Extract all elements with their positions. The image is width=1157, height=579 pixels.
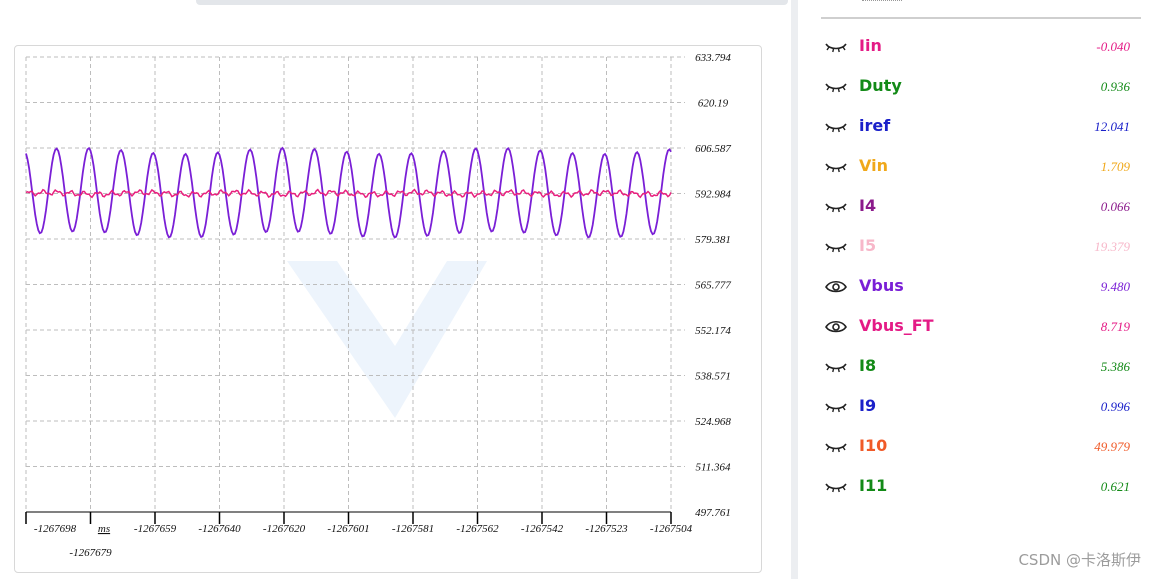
x-tick-label: -1267523 <box>585 523 628 535</box>
eye-closed-icon[interactable] <box>824 38 848 54</box>
legend-item-iref[interactable]: iref 12.041 <box>820 112 1142 142</box>
legend-item-value: 0.621 <box>1100 479 1130 494</box>
eye-open-icon[interactable] <box>824 318 848 334</box>
legend-item-label: Vbus <box>859 276 904 295</box>
legend-item-label: Vin <box>859 156 888 175</box>
legend-item-value: 0.996 <box>1100 399 1130 414</box>
eye-closed-icon[interactable] <box>824 438 848 454</box>
legend-item-label: iref <box>859 116 891 135</box>
eye-closed-icon[interactable] <box>824 158 848 174</box>
legend-item-iin[interactable]: Iin -0.040 <box>820 32 1142 62</box>
x-tick-label: -1267659 <box>134 523 177 535</box>
legend-item-i5[interactable]: I5 19.379 <box>820 232 1142 262</box>
y-tick-label: 497.761 <box>695 507 731 519</box>
legend-item-value: -0.040 <box>1096 39 1130 54</box>
background-logo-mark <box>287 261 487 418</box>
y-tick-label: 552.174 <box>695 325 731 337</box>
eye-closed-icon[interactable] <box>824 198 848 214</box>
legend-item-i10[interactable]: I10 49.979 <box>820 432 1142 462</box>
x-axis-unit-label: ms <box>98 523 110 535</box>
legend-header-fragment <box>862 0 902 1</box>
top-scroll-bar[interactable] <box>196 0 788 5</box>
y-tick-label: 579.381 <box>695 234 731 246</box>
series-line-vbus_ft <box>25 188 672 199</box>
series-line-vbus <box>25 146 672 239</box>
legend-item-label: I10 <box>859 436 888 455</box>
x-tick-label: -1267504 <box>650 523 693 535</box>
legend-item-i11[interactable]: I11 0.621 <box>820 472 1142 502</box>
legend-item-i8[interactable]: I8 5.386 <box>820 352 1142 382</box>
legend-item-value: 49.979 <box>1094 439 1130 454</box>
legend-item-value: 1.709 <box>1100 159 1130 174</box>
panel-divider[interactable] <box>791 0 798 579</box>
legend-panel: Iin -0.040 Duty 0.936 iref 12.041 Vin 1.709 I4 0.… <box>820 0 1142 579</box>
x-tick-label: -1267640 <box>198 523 241 535</box>
x-tick-label: -1267698 <box>34 523 77 535</box>
legend-item-i4[interactable]: I4 0.066 <box>820 192 1142 222</box>
eye-closed-icon[interactable] <box>824 118 848 134</box>
legend-item-label: Vbus_FT <box>859 316 934 335</box>
y-tick-label: 538.571 <box>695 371 731 383</box>
chart-panel: 633.794 620.19 606.587 592.984 579.381 565.77… <box>14 45 762 573</box>
eye-closed-icon[interactable] <box>824 398 848 414</box>
eye-open-icon[interactable] <box>824 278 848 294</box>
x-tick-label: -1267601 <box>327 523 369 535</box>
y-tick-label: 511.364 <box>696 462 731 474</box>
legend-item-label: I8 <box>859 356 877 375</box>
eye-closed-icon[interactable] <box>824 358 848 374</box>
eye-closed-icon[interactable] <box>824 238 848 254</box>
y-tick-label: 565.777 <box>695 280 731 292</box>
legend-item-value: 0.936 <box>1100 79 1130 94</box>
y-tick-label: 620.19 <box>698 98 729 110</box>
legend-item-value: 8.719 <box>1100 319 1130 334</box>
legend-item-duty[interactable]: Duty 0.936 <box>820 72 1142 102</box>
x-tick-label: -1267679 <box>69 547 112 559</box>
eye-closed-icon[interactable] <box>824 478 848 494</box>
x-tick-label: -1267562 <box>456 523 499 535</box>
legend-item-vbus_ft[interactable]: Vbus_FT 8.719 <box>820 312 1142 342</box>
legend-item-value: 19.379 <box>1094 239 1130 254</box>
legend-item-vin[interactable]: Vin 1.709 <box>820 152 1142 182</box>
legend-item-i9[interactable]: I9 0.996 <box>820 392 1142 422</box>
x-tick-label: -1267581 <box>392 523 434 535</box>
legend-item-label: Iin <box>859 36 882 55</box>
y-tick-label: 592.984 <box>695 189 731 201</box>
legend-item-label: I5 <box>859 236 877 255</box>
y-tick-label: 606.587 <box>695 143 731 155</box>
x-tick-label: -1267542 <box>521 523 564 535</box>
legend-item-value: 5.386 <box>1100 359 1130 374</box>
legend-item-value: 0.066 <box>1100 199 1130 214</box>
legend-header-line <box>821 17 1141 19</box>
y-tick-label: 633.794 <box>695 52 731 64</box>
legend-item-label: I9 <box>859 396 877 415</box>
x-tick-label: -1267620 <box>263 523 306 535</box>
eye-closed-icon[interactable] <box>824 78 848 94</box>
legend-item-value: 9.480 <box>1100 279 1130 294</box>
y-tick-label: 524.968 <box>695 416 731 428</box>
legend-item-label: Duty <box>859 76 902 95</box>
legend-item-vbus[interactable]: Vbus 9.480 <box>820 272 1142 302</box>
watermark: CSDN @卡洛斯伊 <box>1018 551 1141 569</box>
legend-item-label: I11 <box>859 476 888 495</box>
waveform-chart: 633.794 620.19 606.587 592.984 579.381 565.77… <box>25 52 731 559</box>
legend-item-value: 12.041 <box>1094 119 1130 134</box>
legend-item-label: I4 <box>859 196 877 215</box>
